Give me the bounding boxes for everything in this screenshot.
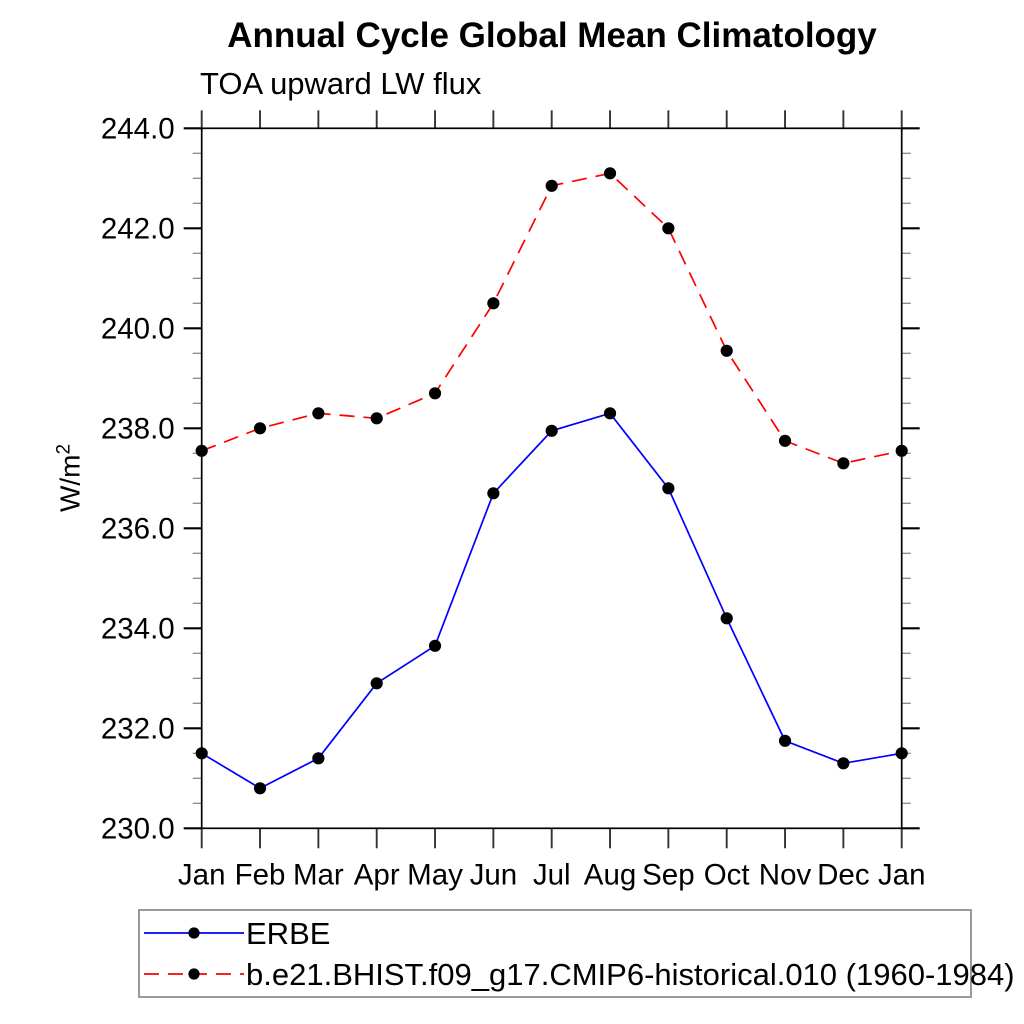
legend-entry: b.e21.BHIST.f09_g17.CMIP6-historical.010…	[140, 954, 1015, 995]
data-point	[720, 344, 733, 357]
x-tick-label: Jan	[878, 858, 926, 891]
legend-entry: ERBE	[140, 913, 970, 954]
data-point	[545, 179, 558, 192]
data-point	[195, 444, 208, 457]
x-tick-label: Mar	[293, 858, 344, 891]
legend-line-sample	[144, 968, 244, 980]
chart-subtitle: TOA upward LW flux	[200, 66, 482, 101]
x-tick-label: Feb	[235, 858, 286, 891]
x-tick-label: Jul	[533, 858, 571, 891]
y-tick-label: 242.0	[101, 212, 175, 245]
y-tick-label: 244.0	[101, 112, 175, 145]
x-tick-label: Jan	[178, 858, 226, 891]
series-line-1	[201, 172, 902, 465]
data-point	[895, 444, 908, 457]
data-point	[253, 422, 267, 435]
legend-marker-icon	[188, 968, 200, 980]
data-point	[778, 434, 792, 447]
data-point	[895, 747, 908, 760]
data-point	[428, 639, 442, 652]
legend-label: ERBE	[246, 915, 331, 951]
legend: ERBE b.e21.BHIST.f09_g17.CMIP6-historical…	[138, 909, 1015, 998]
chart-title: Annual Cycle Global Mean Climatology	[227, 16, 877, 55]
data-point	[428, 387, 442, 400]
data-point	[837, 757, 850, 770]
data-point	[312, 407, 325, 420]
data-point	[253, 782, 267, 795]
y-tick-label: 230.0	[101, 812, 175, 845]
data-point	[487, 297, 500, 310]
legend-marker-icon	[188, 927, 200, 939]
data-point	[720, 612, 733, 625]
x-tick-label: May	[407, 858, 463, 891]
y-tick-label: 240.0	[101, 312, 175, 345]
x-tick-label: Sep	[642, 858, 695, 891]
data-point	[312, 752, 325, 765]
legend-line-sample	[144, 927, 244, 939]
data-point	[603, 407, 617, 420]
data-point	[662, 222, 675, 235]
y-tick-label: 232.0	[101, 712, 175, 745]
y-tick-label: 236.0	[101, 512, 175, 545]
plot-border	[200, 127, 903, 830]
data-point	[545, 424, 558, 437]
data-point	[487, 487, 500, 500]
data-point	[662, 482, 675, 495]
data-point	[370, 677, 383, 690]
legend-label: b.e21.BHIST.f09_g17.CMIP6-historical.010…	[246, 956, 1015, 992]
x-tick-label: Aug	[584, 858, 637, 891]
x-tick-label: Jun	[470, 858, 518, 891]
series-line-0	[201, 412, 902, 790]
data-point	[603, 167, 617, 180]
data-point	[195, 747, 208, 760]
x-tick-label: Apr	[354, 858, 400, 891]
x-tick-label: Dec	[817, 858, 869, 891]
data-point	[778, 734, 792, 747]
y-tick-label: 234.0	[101, 612, 175, 645]
data-point	[370, 412, 383, 425]
data-point	[837, 457, 850, 470]
x-tick-label: Oct	[704, 858, 750, 891]
y-tick-label: 238.0	[101, 412, 175, 445]
x-tick-label: Nov	[759, 858, 812, 891]
